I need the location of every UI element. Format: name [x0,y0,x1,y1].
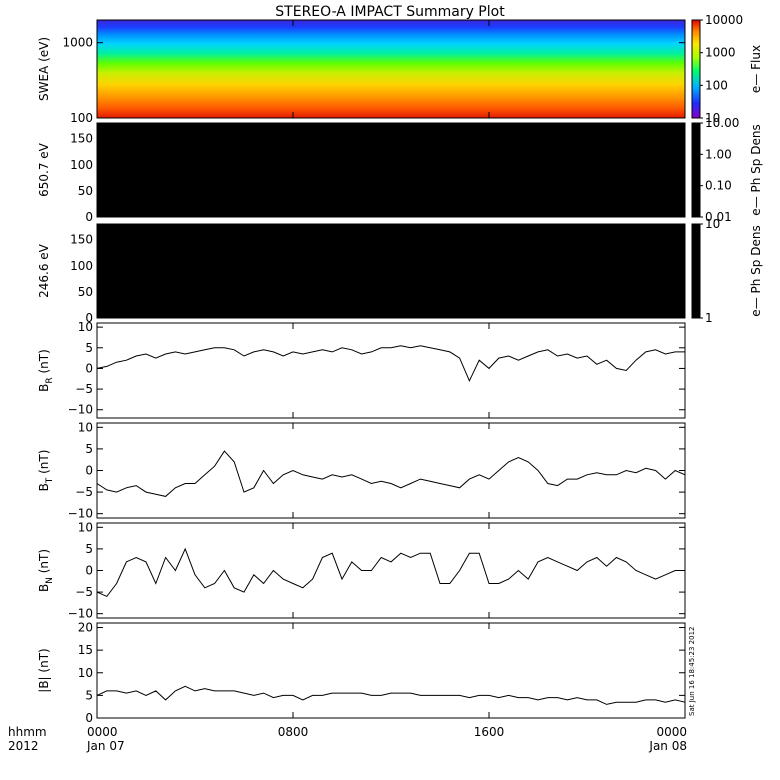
y-tick-label-swea-1: 100 [70,111,93,125]
colorbar-label-pad246: e— Ph Sp Dens [749,225,763,316]
y-tick-label-bt-2: 0 [85,464,93,478]
panel-frame-bmag [96,622,686,719]
panel-frame-pad650 [96,122,686,218]
timestamp-stamp: Sat Jun 16 18:45:23 2012 [688,627,696,716]
colorbar-tick-label-pad246-1: 1 [705,311,713,325]
colorbar-tick-label-pad650-2: 0.10 [705,179,732,193]
y-tick-label-bmag-1: 15 [78,643,93,657]
y-axis-label-bt: BT (nT) [37,450,55,492]
y-tick-label-pad246-0: 150 [70,233,93,247]
colorbar-tick-label-swea-2: 100 [705,78,728,92]
x-tick-label-1: 0800 [278,725,309,739]
colorbar-tick-label-pad246-0: 10 [705,217,720,231]
colorbar-label-pad650: e— Ph Sp Dens [749,124,763,215]
y-tick-label-bmag-3: 5 [85,688,93,702]
footer-year: 2012 [8,739,39,753]
heatmap-swea [97,20,685,118]
colorbar-tick-label-swea-0: 10000 [705,13,743,27]
y-tick-label-pad246-1: 100 [70,259,93,273]
y-tick-label-bn-4: −10 [68,607,93,621]
y-tick-label-br-0: 10 [78,320,93,334]
x-date-label-0: Jan 07 [86,739,125,753]
y-tick-label-bn-2: 0 [85,564,93,578]
colorbar-pad246 [691,223,701,319]
panel-frame-br [96,322,686,419]
y-axis-label-pad650: 650.7 eV [37,142,51,197]
y-tick-label-pad650-2: 50 [78,184,93,198]
y-tick-label-bn-3: −5 [75,585,93,599]
panel-frame-pad246 [96,223,686,319]
x-tick-label-3: 0000 [656,725,687,739]
y-tick-label-pad246-3: 0 [85,311,93,325]
plot-title: STEREO-A IMPACT Summary Plot [275,4,505,20]
y-tick-label-pad246-2: 50 [78,285,93,299]
y-tick-label-bt-4: −10 [68,507,93,521]
y-tick-label-swea-0: 1000 [62,36,93,50]
x-date-label-3: Jan 08 [648,739,687,753]
colorbar-swea [691,19,701,119]
colorbar-label-swea: e— Flux [749,45,763,93]
panel-frame-bt [96,422,686,519]
y-tick-label-br-4: −10 [68,403,93,417]
y-tick-label-br-1: 5 [85,341,93,355]
series-line-bmag [96,685,686,705]
y-tick-label-bt-1: 5 [85,442,93,456]
heatmap-pad246 [97,224,685,318]
y-tick-label-br-2: 0 [85,361,93,375]
colorbar-tick-label-pad650-1: 1.00 [705,147,732,161]
y-tick-label-pad650-0: 150 [70,132,93,146]
y-axis-label-bmag: |B| (nT) [37,648,51,692]
y-axis-label-br: BR (nT) [37,349,55,392]
y-tick-label-br-3: −5 [75,382,93,396]
y-axis-label-swea: SWEA (eV) [37,37,51,101]
series-line-bt [96,450,686,497]
colorbar-tick-label-swea-1: 1000 [705,46,736,60]
y-tick-label-bn-1: 5 [85,542,93,556]
series-line-bn [96,547,685,598]
series-line-br [96,345,685,383]
y-axis-label-pad246: 246.6 eV [37,243,51,298]
y-tick-label-bmag-4: 0 [85,711,93,725]
panel-frame-swea [96,19,686,119]
colorbar-tick-label-swea-3: 10 [705,111,720,125]
panel-frame-bn [96,522,686,619]
y-tick-label-bt-3: −5 [75,485,93,499]
y-tick-label-bt-0: 10 [78,420,93,434]
colorbar-tick-label-pad650-3: 0.01 [705,210,732,224]
x-tick-label-0: 0000 [87,725,118,739]
y-tick-label-bn-0: 10 [78,520,93,534]
y-tick-label-pad650-1: 100 [70,158,93,172]
colorbar-tick-label-pad650-0: 10.00 [705,116,739,130]
y-tick-label-pad650-3: 0 [85,210,93,224]
x-tick-label-2: 1600 [474,725,505,739]
colorbar-pad650 [691,122,701,218]
y-axis-label-bn: BN (nT) [37,549,55,592]
heatmap-pad650 [97,123,685,217]
y-tick-label-bmag-0: 20 [78,621,93,635]
footer-hhmm: hhmm [8,725,47,739]
y-tick-label-bmag-2: 10 [78,666,93,680]
